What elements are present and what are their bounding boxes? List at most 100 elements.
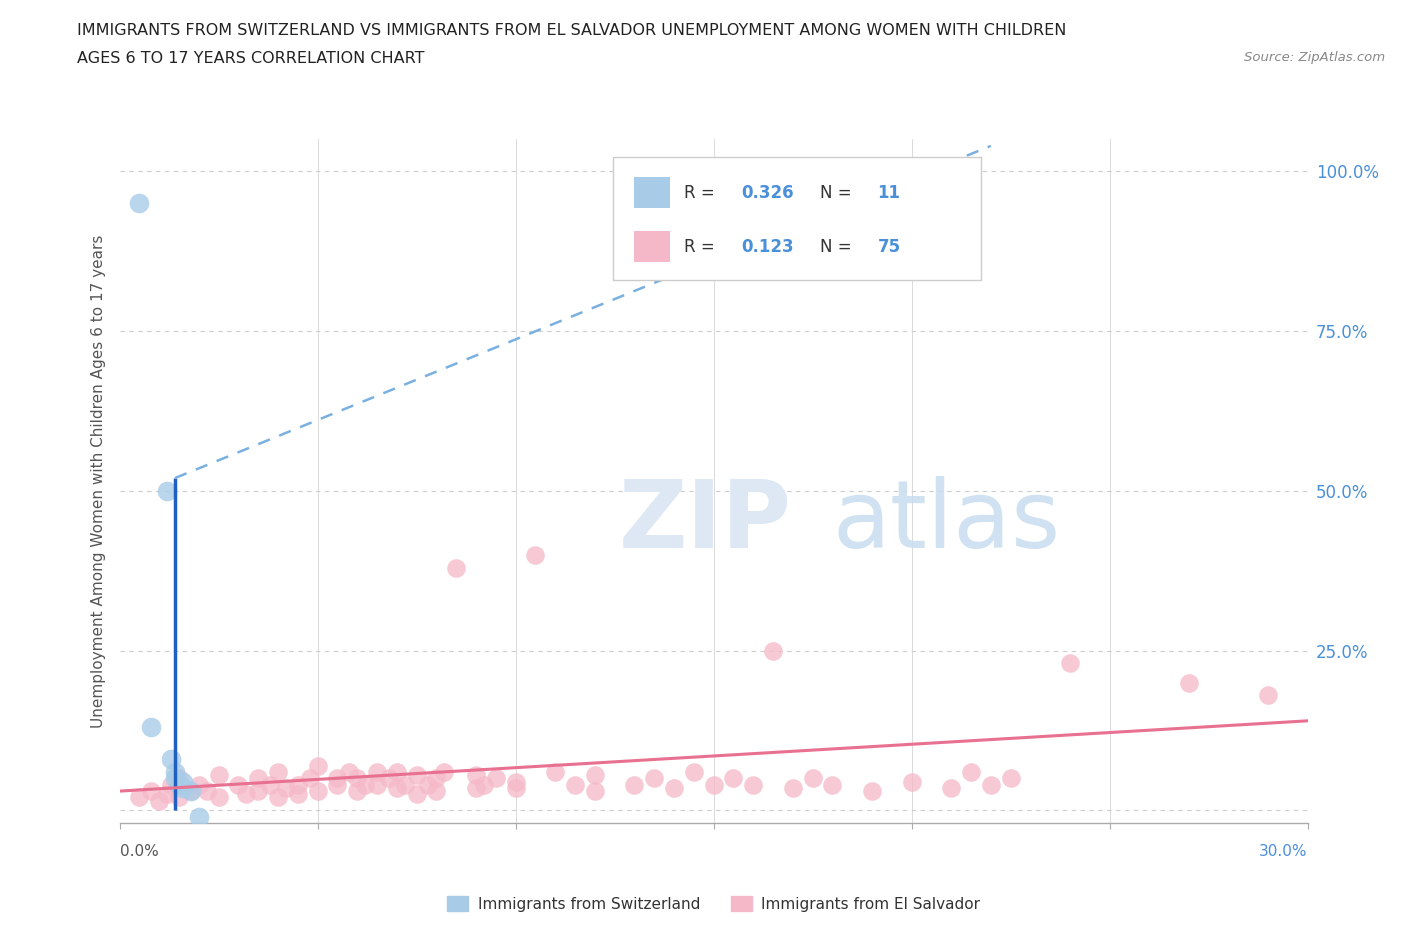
Point bbox=[394, 777, 416, 792]
Point bbox=[418, 777, 440, 792]
Point bbox=[298, 771, 321, 786]
Point bbox=[464, 767, 488, 782]
Point bbox=[228, 777, 250, 792]
Text: 11: 11 bbox=[877, 183, 900, 202]
Point bbox=[1000, 771, 1022, 786]
Point bbox=[444, 560, 467, 575]
Point bbox=[939, 780, 962, 795]
Point bbox=[326, 777, 349, 792]
Text: 0.326: 0.326 bbox=[741, 183, 793, 202]
Point bbox=[378, 771, 401, 786]
Point bbox=[1059, 656, 1081, 671]
Point bbox=[167, 790, 190, 805]
Point bbox=[485, 771, 508, 786]
Point bbox=[180, 784, 202, 799]
Point bbox=[247, 784, 270, 799]
Point bbox=[662, 780, 685, 795]
Text: N =: N = bbox=[821, 183, 858, 202]
Point bbox=[385, 764, 408, 779]
Point bbox=[267, 764, 290, 779]
Point bbox=[464, 780, 488, 795]
Point bbox=[287, 787, 309, 802]
Point bbox=[505, 780, 527, 795]
Point bbox=[195, 784, 218, 799]
Text: R =: R = bbox=[683, 183, 720, 202]
Point bbox=[583, 767, 606, 782]
Point bbox=[128, 196, 150, 211]
Point bbox=[247, 771, 270, 786]
Point bbox=[366, 764, 388, 779]
Point bbox=[860, 784, 883, 799]
Point bbox=[900, 774, 922, 789]
Point bbox=[259, 777, 281, 792]
Point bbox=[187, 809, 209, 824]
Point bbox=[267, 790, 290, 805]
Text: AGES 6 TO 17 YEARS CORRELATION CHART: AGES 6 TO 17 YEARS CORRELATION CHART bbox=[77, 51, 425, 66]
Point bbox=[366, 777, 388, 792]
Point bbox=[167, 771, 190, 786]
Text: 0.0%: 0.0% bbox=[120, 844, 159, 859]
Point bbox=[433, 764, 456, 779]
Point bbox=[821, 777, 844, 792]
Point bbox=[723, 771, 745, 786]
Point bbox=[148, 793, 170, 808]
Point bbox=[156, 484, 179, 498]
Text: 75: 75 bbox=[877, 238, 901, 256]
Point bbox=[163, 771, 186, 786]
Point bbox=[425, 784, 447, 799]
Text: Source: ZipAtlas.com: Source: ZipAtlas.com bbox=[1244, 51, 1385, 64]
Point bbox=[160, 777, 183, 792]
Point bbox=[172, 774, 194, 789]
Point bbox=[274, 780, 297, 795]
Point bbox=[782, 780, 804, 795]
Text: R =: R = bbox=[683, 238, 720, 256]
Point bbox=[354, 777, 377, 792]
Point bbox=[307, 784, 329, 799]
Point bbox=[160, 751, 183, 766]
Bar bbox=[634, 177, 669, 207]
Point bbox=[128, 790, 150, 805]
Point bbox=[207, 767, 229, 782]
Point bbox=[405, 787, 427, 802]
Point bbox=[163, 764, 186, 779]
Point bbox=[564, 777, 586, 792]
Point bbox=[405, 767, 427, 782]
Text: atlas: atlas bbox=[832, 476, 1060, 568]
Point bbox=[425, 771, 447, 786]
Point bbox=[762, 644, 785, 658]
Point bbox=[702, 777, 725, 792]
Point bbox=[156, 787, 179, 802]
Point bbox=[346, 771, 368, 786]
Point bbox=[187, 777, 209, 792]
Point bbox=[180, 784, 202, 799]
Point bbox=[326, 771, 349, 786]
Point bbox=[235, 787, 257, 802]
Point bbox=[1178, 675, 1201, 690]
Point bbox=[623, 777, 645, 792]
Point bbox=[287, 777, 309, 792]
Text: N =: N = bbox=[821, 238, 858, 256]
Point bbox=[960, 764, 983, 779]
Point bbox=[742, 777, 765, 792]
Bar bbox=[634, 232, 669, 262]
Point bbox=[1257, 688, 1279, 703]
Point bbox=[141, 784, 163, 799]
Y-axis label: Unemployment Among Women with Children Ages 6 to 17 years: Unemployment Among Women with Children A… bbox=[91, 234, 107, 728]
Point bbox=[544, 764, 567, 779]
FancyBboxPatch shape bbox=[613, 156, 981, 280]
Point bbox=[505, 774, 527, 789]
Text: IMMIGRANTS FROM SWITZERLAND VS IMMIGRANTS FROM EL SALVADOR UNEMPLOYMENT AMONG WO: IMMIGRANTS FROM SWITZERLAND VS IMMIGRANT… bbox=[77, 23, 1067, 38]
Point bbox=[643, 771, 665, 786]
Legend: Immigrants from Switzerland, Immigrants from El Salvador: Immigrants from Switzerland, Immigrants … bbox=[441, 890, 986, 918]
Point bbox=[472, 777, 495, 792]
Point bbox=[172, 780, 194, 795]
Point bbox=[346, 784, 368, 799]
Point bbox=[337, 764, 360, 779]
Text: ZIP: ZIP bbox=[619, 476, 792, 568]
Text: 0.123: 0.123 bbox=[741, 238, 793, 256]
Point bbox=[385, 780, 408, 795]
Point bbox=[307, 758, 329, 773]
Point bbox=[141, 720, 163, 735]
Text: 30.0%: 30.0% bbox=[1260, 844, 1308, 859]
Point bbox=[682, 764, 704, 779]
